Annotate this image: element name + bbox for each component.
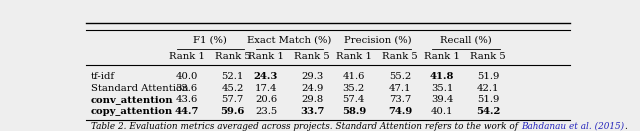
Text: 45.2: 45.2 [221, 84, 244, 93]
Text: 55.2: 55.2 [388, 72, 411, 81]
Text: 24.9: 24.9 [301, 84, 323, 93]
Text: 17.4: 17.4 [255, 84, 277, 93]
Text: 51.9: 51.9 [477, 72, 499, 81]
Text: 40.1: 40.1 [431, 107, 453, 116]
Text: Precision (%): Precision (%) [344, 35, 412, 44]
Text: Bahdanau et al. (2015): Bahdanau et al. (2015) [521, 122, 624, 131]
Text: 35.1: 35.1 [431, 84, 453, 93]
Text: 58.9: 58.9 [342, 107, 366, 116]
Text: 47.1: 47.1 [388, 84, 411, 93]
Text: 44.7: 44.7 [175, 107, 199, 116]
Text: 59.6: 59.6 [221, 107, 245, 116]
Text: Rank 1: Rank 1 [336, 52, 372, 61]
Text: 41.8: 41.8 [430, 72, 454, 81]
Text: 29.3: 29.3 [301, 72, 323, 81]
Text: 29.8: 29.8 [301, 95, 323, 104]
Text: Rank 1: Rank 1 [169, 52, 205, 61]
Text: 39.4: 39.4 [431, 95, 453, 104]
Text: Rank 1: Rank 1 [248, 52, 284, 61]
Text: 33.6: 33.6 [175, 84, 198, 93]
Text: tf-idf: tf-idf [91, 72, 115, 81]
Text: 40.0: 40.0 [175, 72, 198, 81]
Text: 74.9: 74.9 [388, 107, 412, 116]
Text: 20.6: 20.6 [255, 95, 277, 104]
Text: .: . [624, 122, 627, 131]
Text: Table 2. Evaluation metrics averaged across projects. Standard Attention refers : Table 2. Evaluation metrics averaged acr… [91, 122, 521, 131]
Text: Rank 1: Rank 1 [424, 52, 460, 61]
Text: Recall (%): Recall (%) [440, 35, 492, 44]
Text: 42.1: 42.1 [477, 84, 499, 93]
Text: 51.9: 51.9 [477, 95, 499, 104]
Text: Standard Attention: Standard Attention [91, 84, 188, 93]
Text: Exact Match (%): Exact Match (%) [247, 35, 332, 44]
Text: Rank 5: Rank 5 [382, 52, 418, 61]
Text: 52.1: 52.1 [221, 72, 244, 81]
Text: 33.7: 33.7 [300, 107, 324, 116]
Text: F1 (%): F1 (%) [193, 35, 227, 44]
Text: 24.3: 24.3 [254, 72, 278, 81]
Text: 41.6: 41.6 [342, 72, 365, 81]
Text: 54.2: 54.2 [476, 107, 500, 116]
Text: Rank 5: Rank 5 [294, 52, 330, 61]
Text: 35.2: 35.2 [342, 84, 365, 93]
Text: conv_attention: conv_attention [91, 95, 173, 104]
Text: copy_attention: copy_attention [91, 107, 173, 116]
Text: Rank 5: Rank 5 [470, 52, 506, 61]
Text: Rank 5: Rank 5 [215, 52, 251, 61]
Text: 43.6: 43.6 [175, 95, 198, 104]
Text: 57.7: 57.7 [221, 95, 244, 104]
Text: 23.5: 23.5 [255, 107, 277, 116]
Text: 57.4: 57.4 [342, 95, 365, 104]
Text: 73.7: 73.7 [388, 95, 411, 104]
